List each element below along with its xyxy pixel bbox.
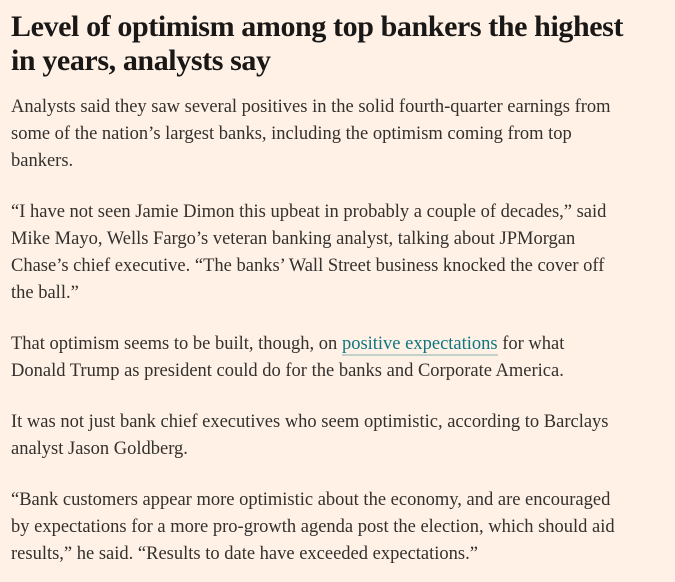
positive-expectations-link[interactable]: positive expectations [341,334,498,356]
paragraph-analysts: Analysts said they saw several positives… [11,94,675,175]
text-line: “I have not seen Jamie Dimon this upbeat… [11,202,607,222]
text-segment: That optimism seems to be built, though,… [11,334,342,354]
text-line: That optimism seems to be built, though,… [11,331,675,358]
text-line: “Bank customers appear more optimistic a… [11,490,611,510]
headline-line: in years, analysts say [11,44,271,77]
paragraph-goldberg-quote: “Bank customers appear more optimistic a… [11,487,675,568]
text-line: Mike Mayo, Wells Fargo’s veteran banking… [11,229,576,249]
article: Level of optimism among top bankers the … [11,10,675,568]
paragraph-expectations: That optimism seems to be built, though,… [11,331,675,385]
text-line: analyst Jason Goldberg. [11,439,188,459]
text-line: Analysts said they saw several positives… [11,97,611,117]
paragraph-goldberg: It was not just bank chief executives wh… [11,409,675,463]
text-line: bankers. [11,151,74,171]
text-line: results,” he said. “Results to date have… [11,544,478,564]
text-segment: for what [497,334,565,354]
text-line: the ball.” [11,283,79,303]
text-line: by expectations for a more pro-growth ag… [11,517,615,537]
text-line: some of the nation’s largest banks, incl… [11,124,572,144]
headline-line: Level of optimism among top bankers the … [11,10,624,43]
paragraph-mayo-quote: “I have not seen Jamie Dimon this upbeat… [11,199,675,307]
text-line: Donald Trump as president could do for t… [11,361,564,381]
text-line: Chase’s chief executive. “The banks’ Wal… [11,256,605,276]
text-line: It was not just bank chief executives wh… [11,412,609,432]
article-headline: Level of optimism among top bankers the … [11,10,675,78]
